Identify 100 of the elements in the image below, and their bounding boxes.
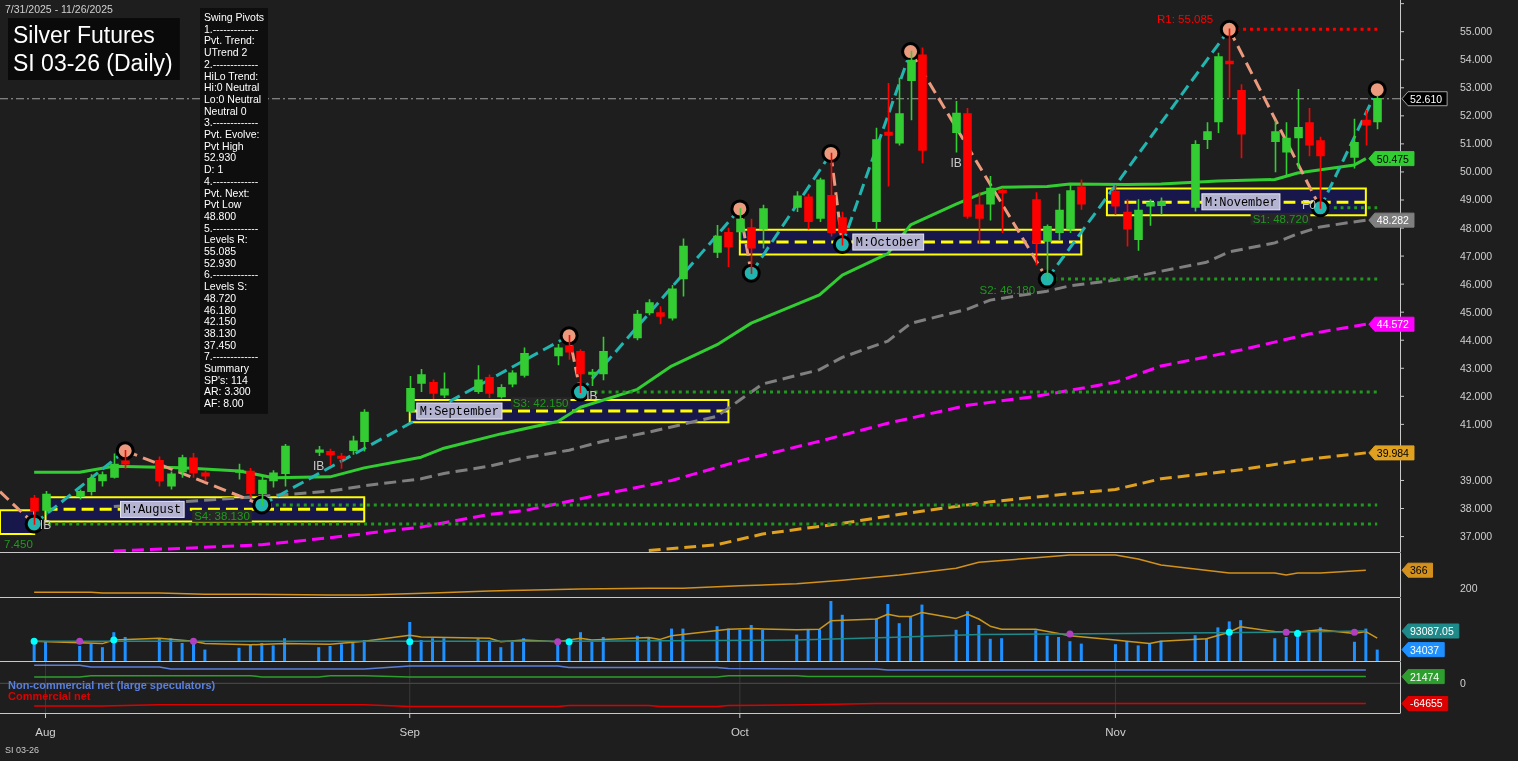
candlestick [895, 77, 904, 146]
point [252, 495, 272, 515]
bar [499, 647, 503, 661]
candlestick [1237, 84, 1246, 159]
point [110, 636, 118, 644]
text: Silver Futures [13, 22, 155, 48]
point [901, 42, 921, 62]
text: 0 [1460, 676, 1466, 689]
candlestick [429, 379, 438, 400]
candlestick [1316, 136, 1325, 209]
candlestick [201, 470, 210, 482]
candlestick [816, 177, 825, 223]
candlestick [1203, 122, 1212, 149]
candlestick [679, 238, 688, 297]
point [730, 199, 750, 219]
candlestick [1214, 52, 1223, 133]
x-tick-label: Nov [1105, 726, 1126, 738]
bar [738, 629, 742, 661]
bar [670, 628, 674, 661]
candlestick [167, 471, 176, 490]
bar [829, 601, 833, 661]
candlestick [474, 365, 483, 394]
bar [806, 629, 810, 661]
candlestick [554, 343, 563, 366]
candlestick [963, 108, 972, 219]
candlestick [1294, 88, 1303, 169]
bar [749, 625, 753, 661]
bar [442, 638, 446, 661]
candlestick [1146, 199, 1155, 226]
y-tick-label: 42.000 [1460, 389, 1493, 402]
x-tick-label: Aug [35, 726, 56, 738]
candlestick [804, 193, 813, 230]
candlestick [326, 448, 335, 466]
candlestick [76, 489, 85, 500]
bar [237, 647, 241, 661]
y-tick-label: 43.000 [1460, 361, 1493, 374]
bar [1193, 635, 1197, 661]
bar [977, 625, 981, 661]
annotation: IB [313, 459, 325, 474]
bar [351, 643, 355, 661]
series-label: Non-commercial net (large speculators) [8, 679, 216, 691]
candlestick [440, 372, 449, 398]
bar [510, 641, 514, 661]
candlestick [759, 204, 768, 249]
point [115, 441, 135, 461]
point [1367, 80, 1387, 100]
data-label: 48.282 [1376, 214, 1410, 227]
bar [1079, 643, 1083, 661]
bar [954, 629, 958, 661]
bar [1034, 630, 1038, 661]
bar [339, 644, 343, 661]
candlestick [246, 467, 255, 497]
bar [487, 640, 491, 661]
series-label: M:September [419, 405, 499, 420]
bar [556, 643, 560, 661]
y-tick-label: 39.000 [1460, 473, 1493, 486]
candlestick [1225, 28, 1234, 98]
candlestick [588, 368, 597, 386]
bar [909, 616, 913, 661]
candlestick [349, 435, 358, 455]
point [832, 235, 852, 255]
candlestick [998, 188, 1007, 234]
candlestick [337, 453, 346, 469]
point [190, 637, 197, 645]
series-label: S2: 46.180 [979, 284, 1036, 297]
bar [1216, 627, 1220, 661]
candlestick [872, 127, 881, 230]
series-label: 7.450 [4, 537, 33, 550]
y-tick-label: 51.000 [1460, 137, 1493, 150]
text: 200 [1460, 582, 1478, 594]
bar [715, 626, 719, 661]
bar [431, 638, 435, 661]
bar [317, 647, 321, 661]
y-tick-label: 53.000 [1460, 81, 1493, 94]
point [559, 326, 579, 346]
text: -64655 [1410, 697, 1443, 710]
candlestick [1032, 192, 1041, 266]
candlestick [406, 375, 415, 414]
bar [681, 628, 685, 661]
bar [1284, 637, 1288, 661]
series-label: Commercial net [8, 690, 91, 702]
candlestick [952, 101, 961, 153]
candlestick [1077, 179, 1086, 210]
candlestick [98, 471, 107, 487]
y-tick-label: 52.000 [1460, 109, 1493, 122]
candlestick [986, 175, 995, 221]
bar [988, 638, 992, 661]
candlestick [497, 384, 506, 399]
series-label: R1: 55.085 [1157, 13, 1214, 26]
candlestick [838, 211, 847, 246]
y-tick-label: 41.000 [1460, 417, 1493, 430]
text: SI 03-26 (Daily) [13, 50, 173, 76]
bar [78, 646, 82, 661]
candlestick [918, 47, 927, 164]
bar [260, 643, 264, 661]
y-tick-label: 37.000 [1460, 530, 1493, 543]
candlestick [1362, 109, 1371, 146]
bar [1136, 645, 1140, 661]
bar [100, 647, 104, 661]
candlestick [121, 449, 130, 469]
